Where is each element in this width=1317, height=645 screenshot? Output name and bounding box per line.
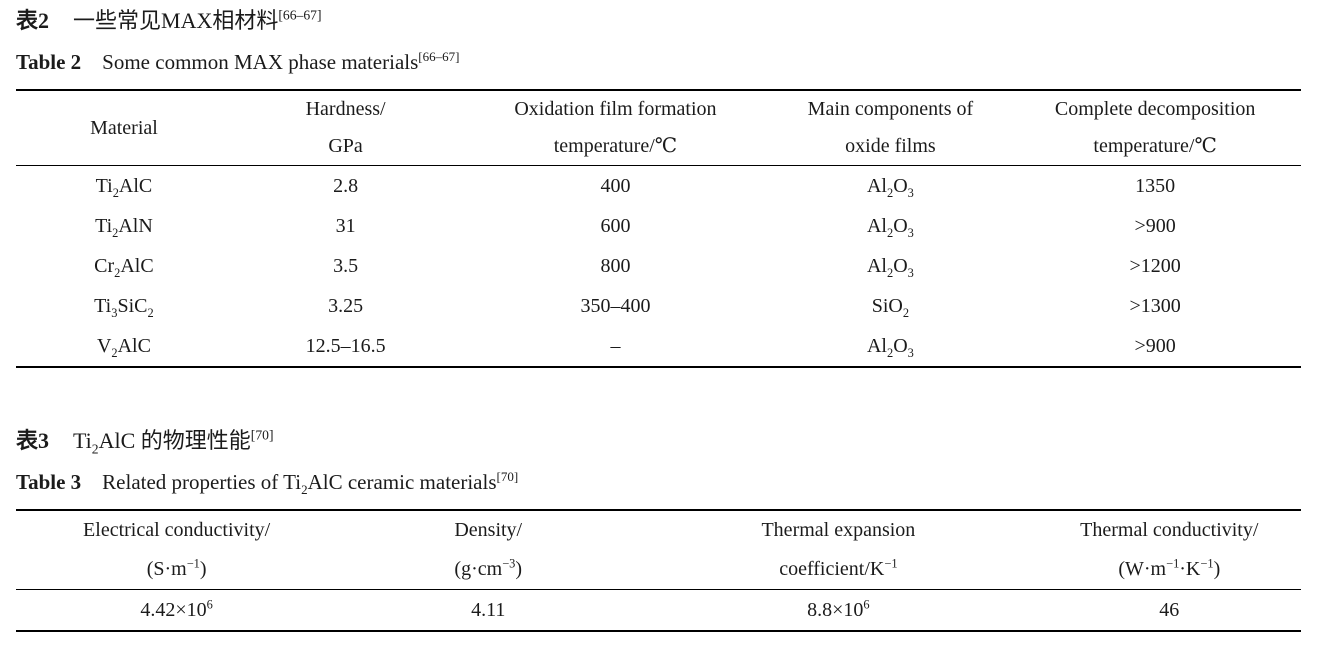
- header-line-1: Hardness/: [305, 98, 386, 120]
- header-line-2: temperature/℃: [1093, 135, 1217, 157]
- table3-header-thermal-expansion: Thermal expansion coefficient/K−1: [639, 510, 1038, 590]
- cell-oxide: SiO2: [871, 295, 910, 320]
- table2-header-row: Material Hardness/GPa Oxidation film for…: [16, 90, 1301, 166]
- cell-hardness: 12.5–16.5: [305, 335, 386, 357]
- cell-oxidation-temp: 350–400: [580, 295, 651, 317]
- header-line-1: Main components of: [807, 98, 974, 120]
- cell-oxidation-temp: 600: [600, 215, 631, 237]
- header-line-2: (g·cm−3): [454, 556, 523, 580]
- table3-caption-zh-label: 表3: [16, 428, 50, 453]
- cell-oxide: Al2O3: [866, 215, 914, 240]
- header-line-1: Complete decomposition: [1054, 98, 1256, 120]
- header-line-2: temperature/℃: [553, 135, 678, 157]
- cell-hardness: 31: [335, 215, 356, 237]
- table2-header-hardness: Hardness/GPa: [231, 90, 460, 166]
- cell-decomposition-temp: 1350: [1135, 175, 1176, 197]
- table2-header-material: Material: [16, 90, 232, 166]
- cell-oxide: Al2O3: [866, 175, 914, 200]
- document-page: 表2 一些常见MAX相材料[66–67] Table 2 Some common M…: [16, 6, 1301, 632]
- header-line-2: (S·m−1): [146, 556, 207, 580]
- table2-header-oxide-components: Main components of oxide films: [771, 90, 1010, 166]
- table3-caption-en: Table 3 Related properties of Ti2AlC cera…: [16, 468, 1301, 496]
- table2-caption-zh: 表2 一些常见MAX相材料[66–67]: [16, 6, 1301, 36]
- table2-caption-en: Table 2 Some common MAX phase materials[6…: [16, 48, 1301, 76]
- cell-material: Ti3SiC2: [94, 295, 154, 320]
- cell-decomposition-temp: >1200: [1129, 255, 1181, 277]
- table2-row-ti2alc: Ti2AlC 2.8 400 Al2O3 1350: [16, 166, 1301, 207]
- table2-header-decomposition-temp: Complete decomposition temperature/℃: [1009, 90, 1301, 166]
- cell-decomposition-temp: >900: [1134, 215, 1176, 237]
- cell-oxidation-temp: –: [610, 335, 621, 357]
- table2-caption-zh-label: 表2: [16, 8, 50, 33]
- header-line-2: (W·m−1·K−1): [1118, 556, 1221, 580]
- cell-hardness: 2.8: [333, 175, 359, 197]
- cell-material: Cr2AlC: [94, 255, 154, 280]
- cell-thermal-conductivity: 46: [1159, 599, 1180, 621]
- header-line-2: coefficient/K−1: [779, 556, 898, 580]
- cell-density: 4.11: [471, 599, 506, 621]
- table2-row-v2alc: V2AlC 12.5–16.5 – Al2O3 >900: [16, 326, 1301, 367]
- header-line-2: GPa: [328, 135, 363, 157]
- cell-oxidation-temp: 400: [600, 175, 631, 197]
- cell-electrical-conductivity: 4.42×106: [140, 597, 213, 621]
- cell-material: Ti2AlN: [95, 215, 153, 240]
- cell-material: Ti2AlC: [95, 175, 153, 200]
- table2-section: 表2 一些常见MAX相材料[66–67] Table 2 Some common M…: [16, 6, 1301, 368]
- header-line-1: Electrical conductivity/: [83, 519, 271, 541]
- header-line-1: Material: [90, 116, 158, 139]
- table2-row-ti3sic2: Ti3SiC2 3.25 350–400 SiO2 >1300: [16, 286, 1301, 326]
- table2-caption-zh-text: 一些常见MAX相材料[66–67]: [73, 7, 322, 33]
- table3-caption-en-text: Related properties of Ti2AlC ceramic mat…: [102, 469, 519, 498]
- header-line-1: Density/: [454, 519, 523, 541]
- table3-caption-zh-text: Ti2AlC 的物理性能[70]: [73, 427, 274, 457]
- table2-caption-en-text: Some common MAX phase materials[66–67]: [102, 49, 460, 74]
- table3-data-row: 4.42×106 4.11 8.8×106 46: [16, 590, 1301, 632]
- header-line-1: Oxidation film formation: [514, 98, 717, 120]
- table3-caption-en-label: Table 3: [16, 470, 82, 494]
- table2-header-oxidation-temp: Oxidation film formation temperature/℃: [459, 90, 772, 166]
- table3-caption-zh: 表3 Ti2AlC 的物理性能[70]: [16, 426, 1301, 456]
- table2-row-ti2aln: Ti2AlN 31 600 Al2O3 >900: [16, 206, 1301, 246]
- table3: Electrical conductivity/ (S·m−1) Density/…: [16, 509, 1301, 632]
- table2-caption-en-label: Table 2: [16, 50, 82, 74]
- header-line-1: Thermal expansion: [761, 519, 916, 541]
- cell-thermal-expansion: 8.8×106: [807, 597, 870, 621]
- table3-header-row: Electrical conductivity/ (S·m−1) Density/…: [16, 510, 1301, 590]
- cell-material: V2AlC: [96, 335, 151, 360]
- header-line-1: Thermal conductivity/: [1080, 519, 1259, 541]
- cell-decomposition-temp: >1300: [1129, 295, 1181, 317]
- cell-oxidation-temp: 800: [600, 255, 631, 277]
- table2: Material Hardness/GPa Oxidation film for…: [16, 89, 1301, 368]
- cell-hardness: 3.25: [328, 295, 364, 317]
- table3-section: 表3 Ti2AlC 的物理性能[70] Table 3 Related proper…: [16, 426, 1301, 632]
- cell-hardness: 3.5: [333, 255, 359, 277]
- header-line-2: oxide films: [845, 135, 936, 157]
- table3-header-density: Density/ (g·cm−3): [337, 510, 640, 590]
- cell-oxide: Al2O3: [866, 255, 914, 280]
- table2-row-cr2alc: Cr2AlC 3.5 800 Al2O3 >1200: [16, 246, 1301, 286]
- table3-header-thermal-conductivity: Thermal conductivity/ (W·m−1·K−1): [1037, 510, 1301, 590]
- table3-header-electrical-conductivity: Electrical conductivity/ (S·m−1): [16, 510, 338, 590]
- cell-decomposition-temp: >900: [1134, 335, 1176, 357]
- cell-oxide: Al2O3: [866, 335, 914, 360]
